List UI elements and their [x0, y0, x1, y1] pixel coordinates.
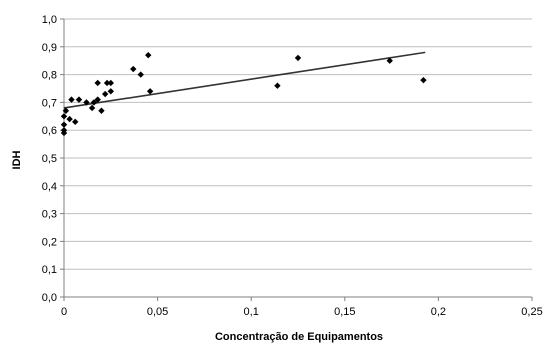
gridlines: [64, 18, 532, 270]
data-point: [294, 54, 302, 62]
y-tick-label: 1,0: [42, 14, 57, 26]
x-tick-label: 0: [61, 306, 67, 318]
y-tick-label: 0,8: [42, 70, 57, 82]
y-tick-label: 0,5: [42, 153, 57, 165]
data-point: [62, 107, 70, 114]
y-tick-label: 0,7: [42, 97, 57, 109]
y-tick-labels: 0,0 0,1 0,2 0,3 0,4 0,5 0,6 0,7 0,8 0,9 1,0: [42, 14, 57, 304]
data-point: [66, 115, 73, 123]
data-point: [137, 71, 144, 78]
data-point: [94, 79, 101, 87]
trendline: [63, 51, 426, 109]
axes: [60, 18, 533, 301]
y-tick-label: 0,3: [42, 209, 57, 221]
x-tick-label: 0,15: [334, 306, 355, 318]
y-tick-label: 0,4: [42, 181, 57, 193]
data-point: [145, 51, 152, 59]
data-point: [107, 79, 114, 87]
data-point: [94, 96, 101, 103]
x-axis-title: Concentração de Equipamentos: [215, 331, 383, 343]
data-point: [274, 82, 281, 89]
data-point: [420, 76, 427, 84]
data-point: [146, 88, 154, 95]
data-point: [72, 118, 79, 126]
data-point: [101, 90, 109, 98]
data-point: [75, 96, 83, 103]
data-point: [83, 99, 90, 106]
y-tick-label: 0,1: [42, 264, 57, 276]
x-tick-labels: 0 0,05 0,1 0,15 0,2 0,25: [61, 306, 543, 318]
x-tick-label: 0,05: [147, 306, 168, 318]
y-tick-label: 0,9: [42, 42, 57, 54]
data-point: [130, 65, 137, 73]
y-tick-label: 0,0: [42, 292, 57, 304]
data-point: [60, 127, 68, 134]
data-point: [90, 99, 98, 106]
data-point: [60, 121, 68, 128]
x-tick-label: 0,2: [431, 306, 446, 318]
y-axis-title: IDH: [11, 150, 23, 169]
y-tick-label: 0,2: [42, 236, 57, 248]
trendline-group: [63, 51, 426, 109]
y-tick-label: 0,6: [42, 125, 57, 137]
data-point: [107, 88, 114, 95]
data-point: [88, 104, 96, 112]
data-point: [103, 79, 111, 87]
data-point: [386, 57, 393, 64]
x-tick-label: 0,25: [521, 306, 542, 318]
data-points: [60, 51, 427, 137]
x-tick-label: 0,1: [244, 306, 259, 318]
data-point: [60, 113, 68, 120]
data-point: [68, 96, 75, 103]
data-point: [98, 107, 105, 114]
